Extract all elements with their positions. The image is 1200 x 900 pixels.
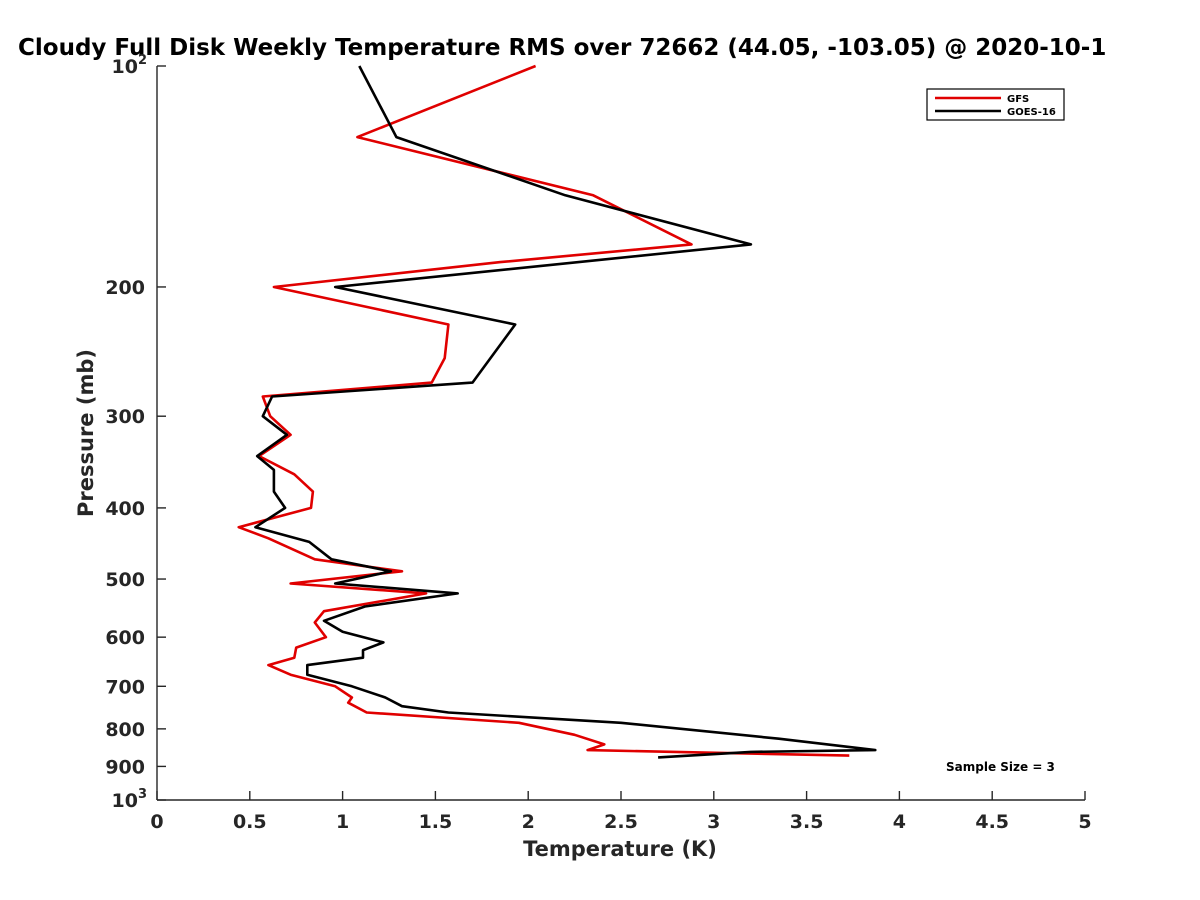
y-tick-label: 300	[105, 406, 145, 428]
y-tick-label-base: 10	[112, 56, 138, 78]
x-tick-label: 3	[707, 811, 720, 833]
ticks-layer: 0 0.5 1 1.5 2 2.5 3 3.5 4 4.5 51022003004005006007…	[105, 53, 1091, 833]
x-tick-label: 4.5	[975, 811, 1009, 833]
y-axis-label: Pressure (mb)	[74, 349, 98, 517]
y-tick-label: 700	[105, 676, 145, 698]
y-tick-label: 600	[105, 627, 145, 649]
x-tick-label: 2	[522, 811, 535, 833]
legend-box	[926, 88, 1065, 121]
y-tick-label-base: 10	[112, 790, 138, 812]
y-tick-label-exponent: 2	[138, 53, 147, 68]
x-tick-label: 0.5	[233, 811, 267, 833]
x-tick-label: 3.5	[790, 811, 824, 833]
legend-label: GOES-16	[1007, 107, 1056, 118]
y-tick-label-exponent: 3	[138, 787, 147, 802]
x-tick-label: 1.5	[419, 811, 453, 833]
x-tick-label: 4	[893, 811, 906, 833]
plot-area	[156, 66, 1085, 801]
legend: GFS GOES-16	[926, 88, 1065, 121]
y-tick-label: 200	[105, 277, 145, 299]
legend-label: GFS	[1007, 94, 1029, 105]
y-tick-label: 103	[112, 787, 148, 812]
y-tick-label: 500	[105, 569, 145, 591]
x-tick-label: 0	[150, 811, 163, 833]
x-tick-label: 2.5	[604, 811, 638, 833]
series-line-goes-16	[254, 65, 877, 759]
y-tick-label: 900	[105, 756, 145, 778]
x-tick-label: 5	[1078, 811, 1091, 833]
y-tick-label: 800	[105, 719, 145, 741]
series-layer	[237, 64, 877, 759]
y-tick-label: 102	[112, 53, 148, 78]
chart-title: Cloudy Full Disk Weekly Temperature RMS …	[18, 35, 1106, 61]
x-axis-label: Temperature (K)	[523, 837, 717, 861]
sample-size-annotation: Sample Size = 3	[946, 760, 1055, 774]
y-tick-label: 400	[105, 498, 145, 520]
x-tick-label: 1	[336, 811, 349, 833]
series-line-gfs	[237, 64, 850, 757]
